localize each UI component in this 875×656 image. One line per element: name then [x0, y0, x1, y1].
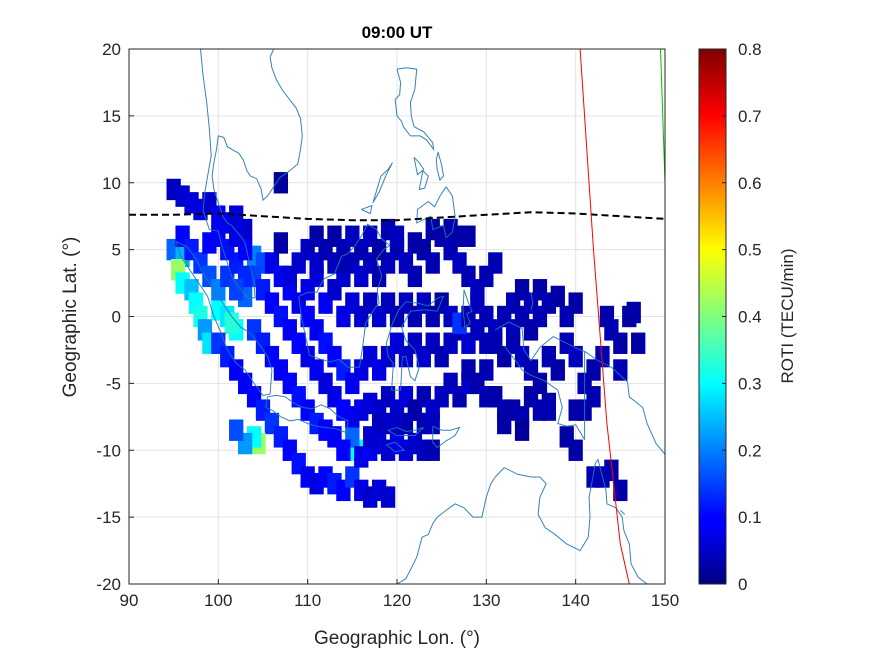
- roti-cell: [425, 252, 440, 274]
- y-tick-label: -20: [96, 575, 121, 594]
- roti-cell: [550, 359, 565, 381]
- roti-cell: [479, 359, 494, 381]
- colorbar-ticks: 0.8 0.7 0.6 0.5 0.4 0.3 0.2 0.1 0: [722, 40, 762, 594]
- roti-cell: [595, 345, 610, 368]
- roti-cell: [626, 301, 641, 324]
- colorbar-tick-label: 0.7: [738, 107, 762, 126]
- colorbar-tick-label: 0.2: [738, 441, 762, 460]
- x-tick-label: 90: [120, 591, 139, 610]
- roti-cell: [229, 419, 244, 441]
- y-tick-label: 10: [102, 174, 121, 193]
- coastline: [432, 425, 461, 449]
- roti-cell: [229, 225, 244, 247]
- coastline: [495, 321, 585, 362]
- red-boundary-line: [579, 49, 630, 584]
- x-tick-label: 120: [383, 591, 411, 610]
- roti-cell: [229, 279, 244, 301]
- x-tick-label: 140: [561, 591, 589, 610]
- roti-cell: [273, 172, 289, 194]
- x-tick-label: 100: [204, 591, 232, 610]
- coastline: [503, 345, 586, 440]
- colorbar-tick-label: 0.1: [738, 508, 762, 527]
- y-tick-label: -15: [96, 508, 121, 527]
- y-tick-label: -10: [96, 441, 121, 460]
- roti-cell: [488, 252, 503, 274]
- roti-cell: [613, 479, 628, 502]
- roti-cell: [336, 439, 351, 461]
- roti-cell: [568, 399, 583, 421]
- roti-cell: [224, 312, 239, 334]
- coastline: [413, 156, 425, 176]
- colorbar-gradient: [698, 48, 727, 585]
- roti-cell: [613, 359, 628, 381]
- roti-cell: [425, 412, 440, 435]
- roti-cell: [613, 332, 628, 354]
- roti-cell: [371, 238, 387, 261]
- coastline: [385, 441, 406, 453]
- y-axis: 20 15 10 5 0 -5 -10 -15 -20: [96, 40, 134, 594]
- roti-cell: [541, 399, 557, 421]
- roti-cell: [568, 292, 583, 314]
- coastline: [619, 510, 626, 515]
- colorbar-tick-label: 0: [738, 575, 747, 594]
- roti-cell: [550, 285, 565, 308]
- colorbar-tick-label: 0.6: [738, 174, 762, 193]
- y-tick-label: 20: [102, 40, 121, 59]
- coastline: [385, 295, 445, 391]
- coastline: [200, 49, 303, 299]
- roti-cell: [380, 486, 396, 508]
- coastline: [418, 170, 429, 191]
- coastline: [298, 223, 391, 368]
- colorbar-tick-label: 0.5: [738, 241, 762, 260]
- roti-cell: [273, 232, 289, 254]
- x-tick-label: 150: [651, 591, 679, 610]
- coastline: [530, 292, 534, 310]
- x-tick-label: 130: [472, 591, 500, 610]
- colorbar: 0.8 0.7 0.6 0.5 0.4 0.3 0.2 0.1 0 ROTI (TECU/min…: [698, 40, 797, 594]
- roti-cell: [461, 225, 476, 247]
- colorbar-tick-label: 0.8: [738, 40, 762, 59]
- y-tick-label: -5: [106, 374, 121, 393]
- roti-cell: [363, 426, 378, 448]
- roti-cell: [568, 345, 583, 368]
- roti-cell: [336, 252, 351, 274]
- coastline: [462, 289, 473, 329]
- roti-cell: [514, 419, 530, 441]
- coastline: [175, 241, 273, 396]
- y-axis-label: Geographic Lat. (°): [60, 237, 81, 398]
- coastline: [416, 186, 456, 239]
- magnetic-equator-line: [129, 211, 665, 222]
- chart-title: 09:00 UT: [362, 23, 433, 42]
- coastline: [435, 151, 445, 182]
- colorbar-tick-label: 0.4: [738, 308, 762, 327]
- y-tick-label: 5: [112, 241, 121, 260]
- coastlines: [175, 49, 665, 584]
- roti-cell: [497, 412, 512, 435]
- y-tick-label: 15: [102, 107, 121, 126]
- coastline: [394, 67, 435, 152]
- coastline: [372, 162, 393, 204]
- x-tick-label: 110: [294, 591, 321, 610]
- y-tick-label: 0: [112, 308, 121, 327]
- coastline: [361, 204, 373, 215]
- roti-cell: [407, 232, 423, 254]
- x-axis: 90 100 110 120 130 140 150: [120, 579, 679, 610]
- green-boundary-line: [660, 49, 665, 202]
- roti-cell: [389, 225, 405, 247]
- colorbar-tick-label: 0.3: [738, 374, 762, 393]
- coastline: [387, 426, 425, 436]
- roti-cell: [407, 265, 423, 288]
- plot-area: 90 100 110 120 130 140 150 20 15 10 5 0 -5 -10 -15 -20: [96, 40, 679, 610]
- overlay-lines: [129, 49, 665, 584]
- roti-cell: [631, 332, 646, 354]
- roti-cell: [568, 439, 583, 461]
- coastline: [396, 476, 496, 584]
- roti-cell: [425, 439, 440, 461]
- colorbar-label: ROTI (TECU/min): [778, 248, 797, 383]
- roti-cells: [166, 172, 646, 508]
- x-axis-label: Geographic Lon. (°): [314, 628, 480, 649]
- coastline: [494, 458, 648, 584]
- coastline: [265, 394, 349, 434]
